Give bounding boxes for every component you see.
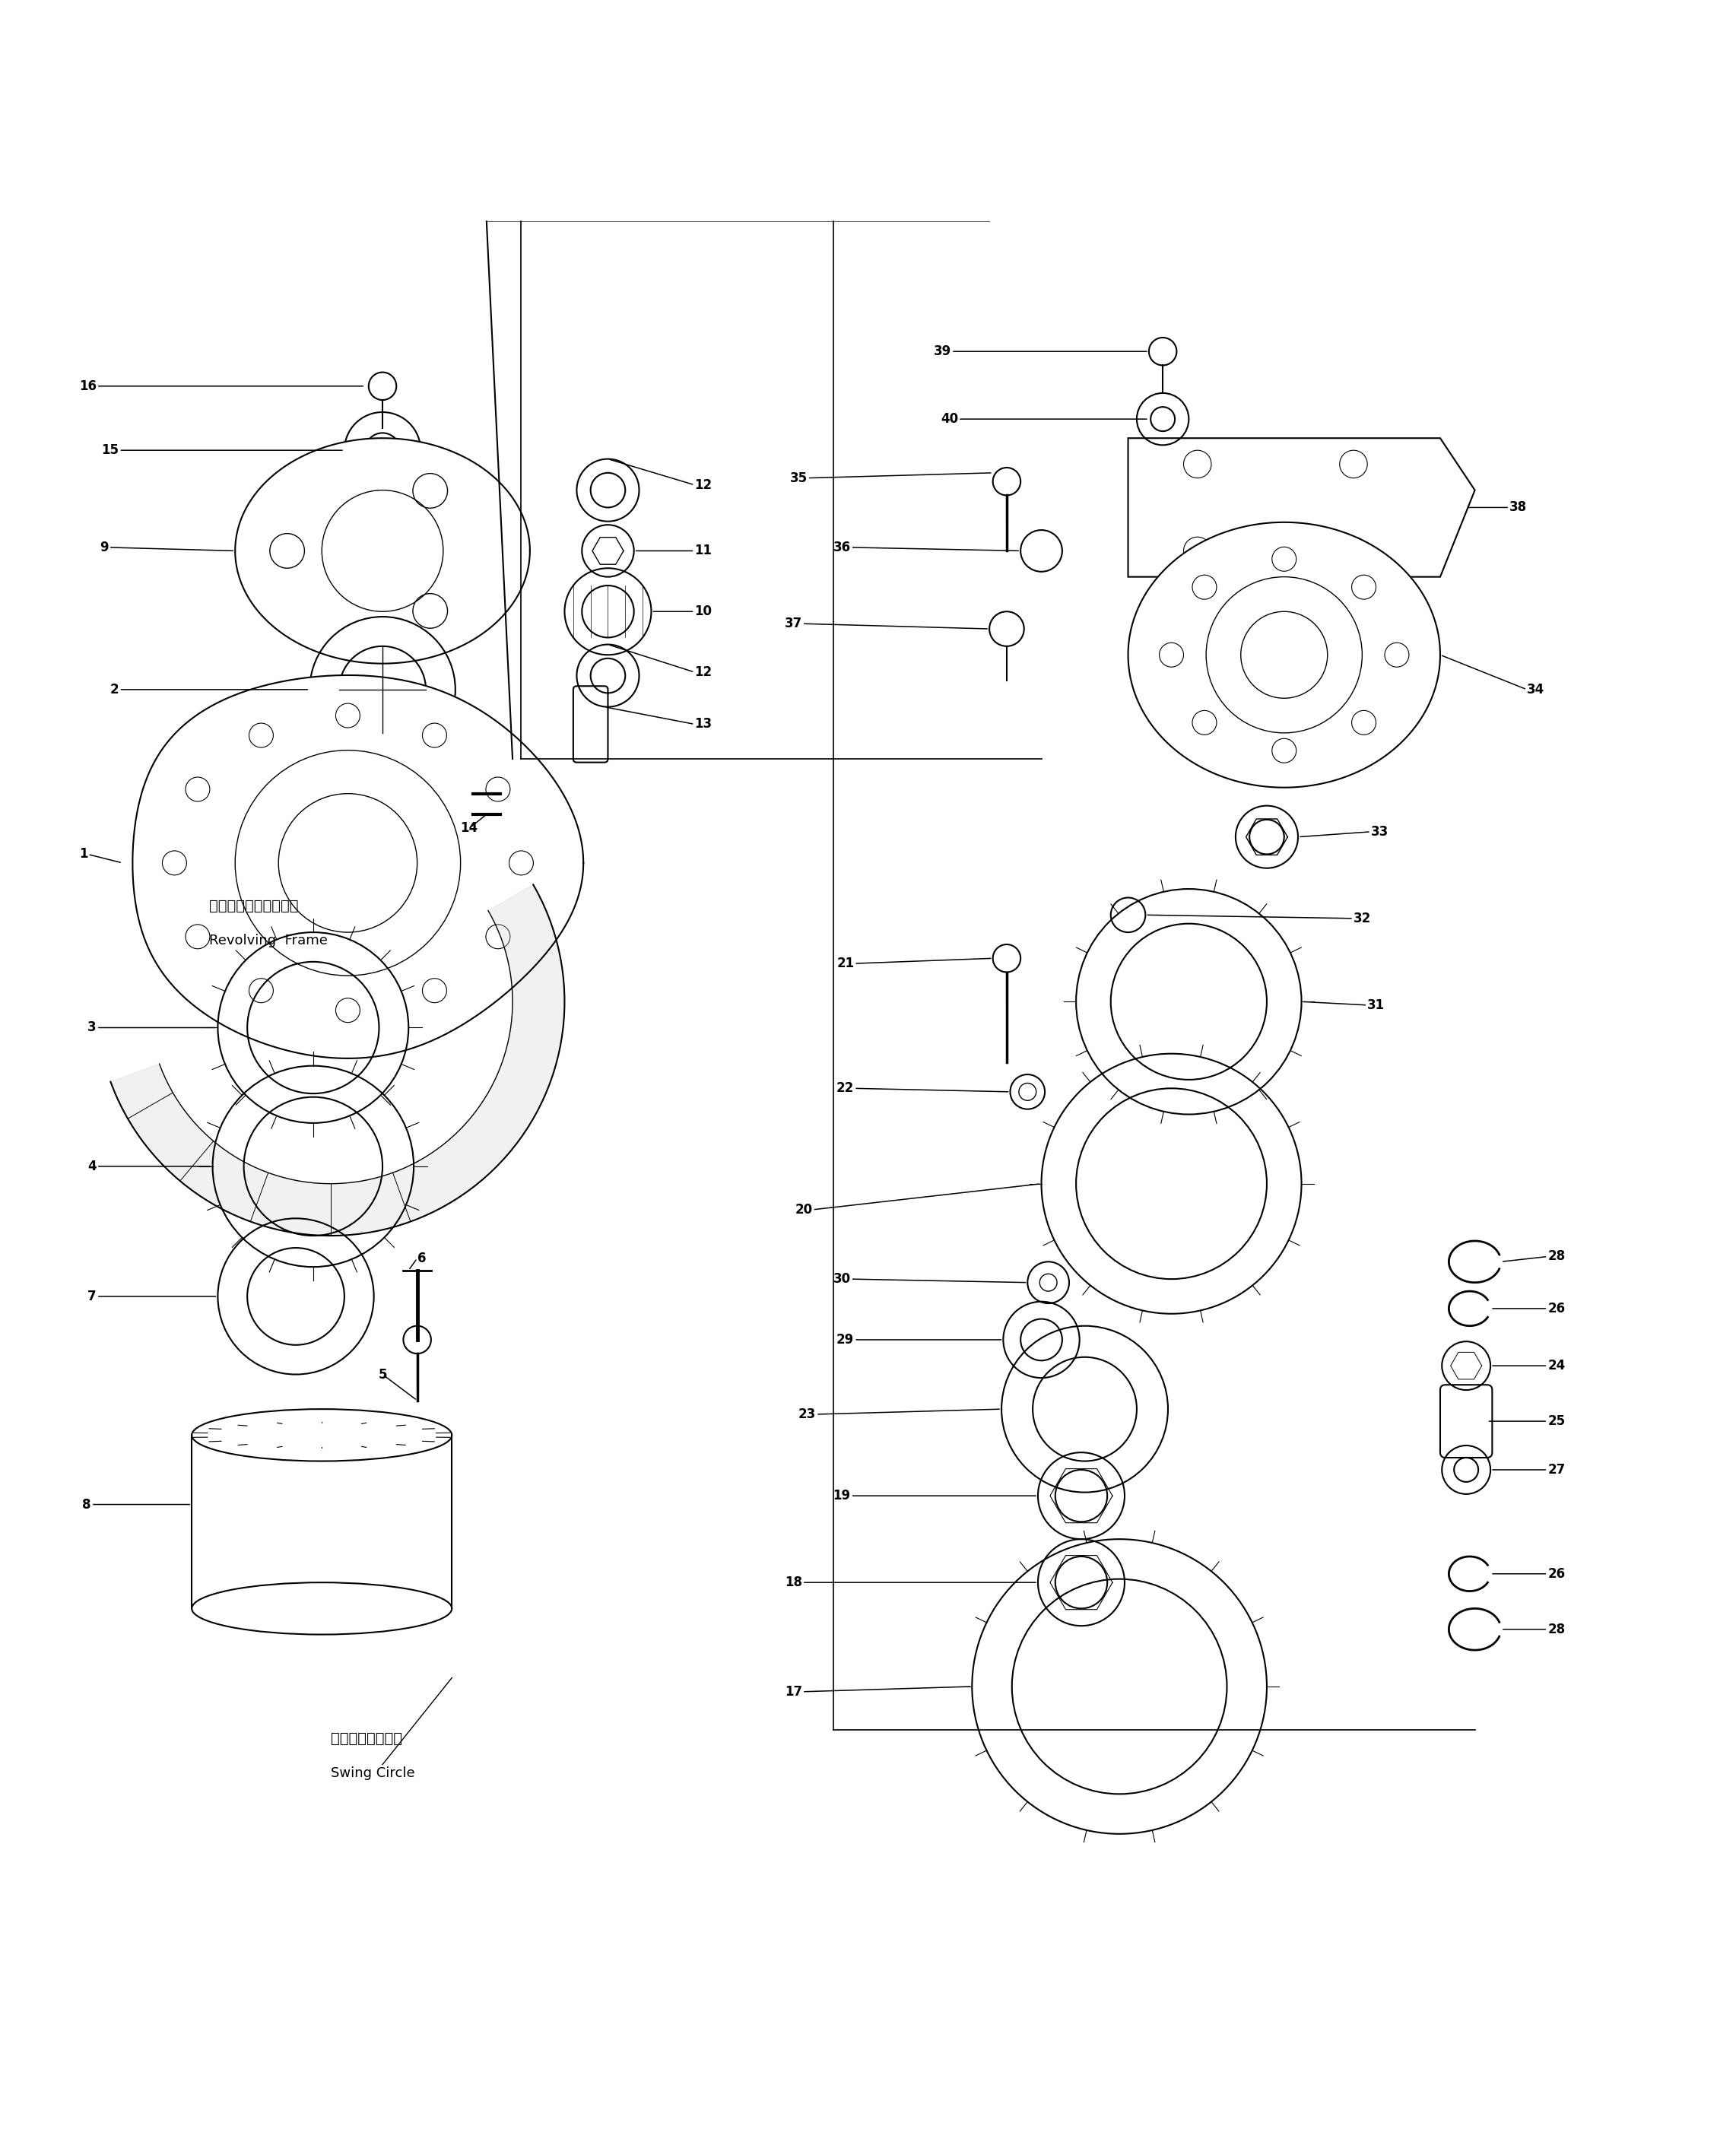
Text: 33: 33: [1371, 825, 1389, 838]
Text: 26: 26: [1549, 1302, 1566, 1315]
Text: 23: 23: [799, 1407, 816, 1420]
Text: 8: 8: [83, 1497, 92, 1512]
Text: 38: 38: [1510, 501, 1528, 514]
Polygon shape: [111, 885, 564, 1236]
Text: 15: 15: [101, 443, 120, 456]
Text: 7: 7: [87, 1289, 97, 1302]
Text: 31: 31: [1368, 998, 1385, 1011]
Text: 34: 34: [1528, 683, 1545, 696]
Text: 18: 18: [785, 1577, 802, 1589]
Text: スイングサークル: スイングサークル: [330, 1731, 403, 1746]
Text: 10: 10: [694, 604, 712, 619]
Text: 12: 12: [694, 666, 712, 679]
Text: 21: 21: [837, 957, 854, 970]
Text: レボルビングフレーム: レボルビングフレーム: [208, 900, 299, 912]
Text: 6: 6: [417, 1251, 425, 1266]
Text: 29: 29: [837, 1332, 854, 1347]
Text: 32: 32: [1354, 912, 1371, 925]
Text: 3: 3: [87, 1022, 97, 1035]
Polygon shape: [132, 675, 583, 1058]
Text: 36: 36: [833, 540, 851, 555]
Text: 28: 28: [1549, 1621, 1566, 1636]
Text: 4: 4: [87, 1159, 97, 1174]
Text: Swing Circle: Swing Circle: [330, 1767, 415, 1780]
Text: 39: 39: [934, 345, 951, 358]
Text: 40: 40: [941, 411, 958, 426]
Text: 26: 26: [1549, 1568, 1566, 1581]
Text: 28: 28: [1549, 1249, 1566, 1264]
Text: 22: 22: [837, 1082, 854, 1095]
Text: 13: 13: [694, 718, 712, 730]
Text: 16: 16: [78, 379, 97, 392]
Text: 5: 5: [378, 1367, 387, 1382]
Text: 30: 30: [833, 1272, 851, 1285]
Text: 14: 14: [460, 820, 477, 835]
Text: Revolving  Frame: Revolving Frame: [208, 934, 328, 947]
Text: 35: 35: [790, 471, 807, 484]
Text: 25: 25: [1549, 1414, 1566, 1429]
Text: 9: 9: [99, 540, 109, 555]
Text: 11: 11: [694, 544, 712, 557]
Text: 37: 37: [785, 617, 802, 630]
Polygon shape: [1128, 523, 1441, 788]
Polygon shape: [234, 439, 529, 664]
Text: 12: 12: [694, 478, 712, 493]
Text: 24: 24: [1549, 1358, 1566, 1373]
Text: 1: 1: [80, 848, 89, 861]
Text: 17: 17: [785, 1686, 802, 1699]
Text: 27: 27: [1549, 1463, 1566, 1476]
Text: 2: 2: [109, 683, 120, 696]
Text: 20: 20: [795, 1204, 812, 1217]
Text: 19: 19: [833, 1489, 851, 1504]
